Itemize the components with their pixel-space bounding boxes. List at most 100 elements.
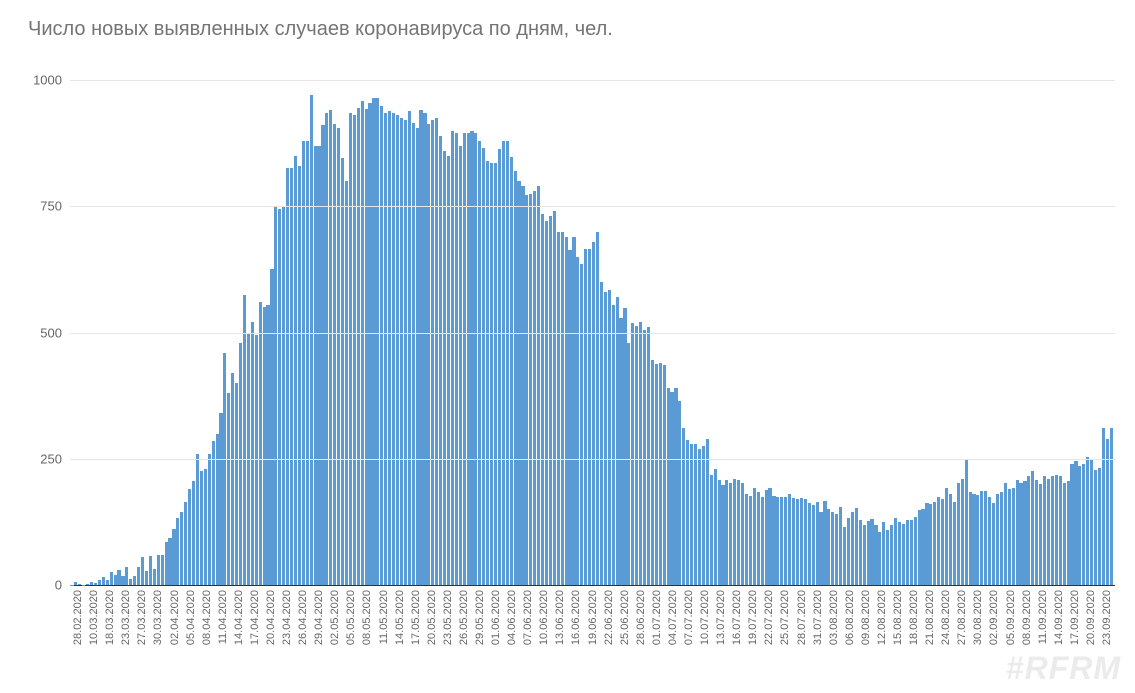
gridline: [70, 206, 1115, 207]
bar: [643, 330, 646, 585]
bar: [274, 206, 277, 585]
bar: [667, 388, 670, 585]
bar: [302, 141, 305, 585]
bar: [114, 575, 117, 585]
x-tick-label: 13.07.2020: [715, 590, 727, 645]
bar: [1008, 489, 1011, 585]
x-tick-label: 31.07.2020: [812, 590, 824, 645]
x-tick-label: 08.09.2020: [1021, 590, 1033, 645]
bar: [682, 428, 685, 585]
bar: [906, 520, 909, 585]
bar: [604, 292, 607, 585]
bar: [870, 519, 873, 585]
x-tick-label: 17.05.2020: [410, 590, 422, 645]
bar: [86, 584, 89, 586]
bar: [1051, 476, 1054, 585]
bar: [400, 118, 403, 585]
bar: [545, 221, 548, 585]
x-tick-label: 12.08.2020: [876, 590, 888, 645]
bar: [1086, 457, 1089, 585]
bar: [314, 146, 317, 585]
x-tick-label: 30.03.2020: [152, 590, 164, 645]
bar: [878, 532, 881, 585]
x-tick-label: 14.04.2020: [233, 590, 245, 645]
x-tick-label: 07.06.2020: [522, 590, 534, 645]
bar: [823, 501, 826, 585]
bar: [902, 524, 905, 585]
bar: [788, 494, 791, 585]
bar: [612, 305, 615, 585]
bar: [874, 525, 877, 585]
bar: [474, 133, 477, 585]
bar: [494, 163, 497, 585]
bar: [353, 115, 356, 585]
bar: [435, 118, 438, 585]
bar: [718, 480, 721, 585]
bar: [502, 141, 505, 585]
x-tick-label: 11.05.2020: [378, 590, 390, 644]
bar: [710, 475, 713, 585]
bar: [910, 520, 913, 585]
bar: [278, 209, 281, 585]
bar: [772, 496, 775, 585]
x-tick-label: 26.04.2020: [297, 590, 309, 645]
bar: [1000, 492, 1003, 585]
bar: [549, 216, 552, 585]
x-tick-label: 29.04.2020: [313, 590, 325, 645]
bar: [1047, 479, 1050, 585]
bar: [235, 383, 238, 585]
bar: [988, 497, 991, 585]
bar: [427, 124, 430, 585]
bar: [196, 454, 199, 585]
x-tick-label: 02.09.2020: [988, 590, 1000, 645]
bar: [969, 492, 972, 585]
bar: [686, 440, 689, 585]
bar: [706, 439, 709, 585]
bar: [365, 109, 368, 585]
bar: [310, 95, 313, 585]
bar: [914, 517, 917, 585]
bar: [498, 149, 501, 585]
bar: [972, 494, 975, 585]
x-tick-label: 26.05.2020: [458, 590, 470, 645]
bar: [259, 302, 262, 585]
bar: [416, 128, 419, 585]
bar: [761, 497, 764, 585]
bar: [463, 133, 466, 585]
x-tick-label: 02.05.2020: [329, 590, 341, 645]
bar: [663, 365, 666, 585]
bar: [419, 110, 422, 585]
bar: [1055, 475, 1058, 585]
y-tick-label: 500: [7, 325, 62, 340]
bar: [455, 133, 458, 585]
x-tick-label: 28.07.2020: [796, 590, 808, 645]
x-tick-label: 23.04.2020: [281, 590, 293, 645]
bar: [1110, 428, 1113, 585]
bar: [129, 579, 132, 585]
bar: [796, 499, 799, 585]
x-tick-label: 28.06.2020: [635, 590, 647, 645]
bar: [216, 434, 219, 586]
x-tick-label: 03.08.2020: [828, 590, 840, 645]
bar: [757, 492, 760, 585]
bar: [1012, 488, 1015, 585]
bar: [451, 131, 454, 586]
bar: [239, 343, 242, 585]
bar: [784, 497, 787, 585]
bar: [506, 141, 509, 585]
bar: [133, 576, 136, 585]
bar: [361, 101, 364, 585]
x-tick-label: 20.05.2020: [426, 590, 438, 645]
bar: [1082, 464, 1085, 585]
x-tick-label: 16.07.2020: [731, 590, 743, 645]
bar: [670, 392, 673, 585]
bar: [337, 128, 340, 585]
bar: [333, 124, 336, 585]
y-tick-label: 0: [7, 578, 62, 593]
x-tick-label: 23.05.2020: [442, 590, 454, 645]
x-tick-label: 22.07.2020: [763, 590, 775, 645]
bar: [1043, 476, 1046, 585]
x-tick-label: 22.06.2020: [603, 590, 615, 645]
x-tick-label: 19.07.2020: [747, 590, 759, 645]
bar: [945, 488, 948, 585]
